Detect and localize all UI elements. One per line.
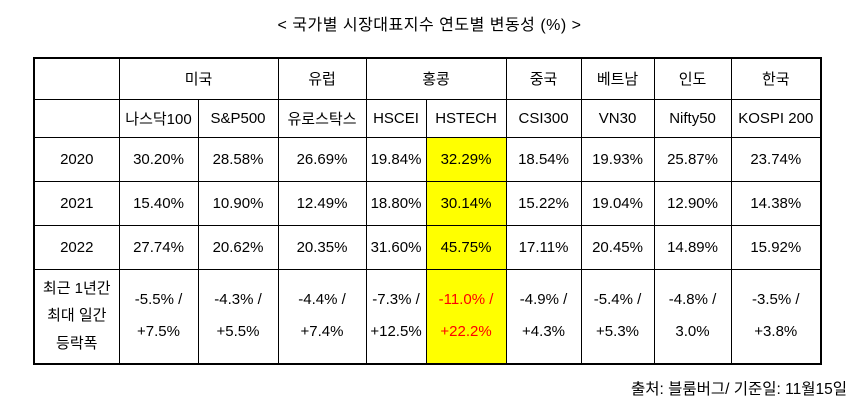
table-row: 2020 30.20% 28.58% 26.69% 19.84% 32.29% 18.54%…: [33, 136, 822, 182]
value-cell: 20.35%: [277, 224, 367, 270]
country-header-cell: 홍콩: [365, 57, 507, 100]
country-header-cell: 중국: [505, 57, 582, 100]
value-cell: 20.62%: [197, 224, 279, 270]
country-header-cell: 베트남: [580, 57, 655, 100]
value-cell: -4.4% / +7.4%: [277, 268, 367, 365]
value-cell: -4.8% / 3.0%: [653, 268, 732, 365]
index-header-cell: HSCEI: [365, 98, 427, 138]
volatility-table: 미국 유럽 홍콩 중국 베트남 인도 한국 나스닥100 S&P500 유로스탁스 HSCEI HST…: [33, 57, 823, 365]
value-cell: 18.80%: [365, 180, 427, 226]
row-label: 2022: [33, 224, 120, 270]
value-cell: 12.90%: [653, 180, 732, 226]
value-cell: 26.69%: [277, 136, 367, 182]
value-cell: 30.20%: [118, 136, 199, 182]
table-row: 2021 15.40% 10.90% 12.49% 18.80% 30.14% 15.22%…: [33, 180, 822, 226]
index-header-cell: 나스닥100: [118, 98, 199, 138]
row-label: 2020: [33, 136, 120, 182]
index-header-cell: KOSPI 200: [730, 98, 822, 138]
value-cell: 27.74%: [118, 224, 199, 270]
value-cell: -7.3% / +12.5%: [365, 268, 427, 365]
value-cell: 23.74%: [730, 136, 822, 182]
value-cell: -4.9% / +4.3%: [505, 268, 582, 365]
value-cell: 19.93%: [580, 136, 655, 182]
table-row: 최근 1년간 최대 일간 등락폭 -5.5% / +7.5% -4.3% / +5.…: [33, 268, 822, 365]
page-title: < 국가별 시장대표지수 연도별 변동성 (%) >: [277, 17, 582, 34]
value-cell: 28.58%: [197, 136, 279, 182]
value-cell: 20.45%: [580, 224, 655, 270]
value-cell: 45.75%: [425, 224, 507, 270]
country-header-cell: 한국: [730, 57, 822, 100]
source-note: 출처: 블룸버그/ 기준일: 11월15일: [630, 381, 847, 398]
value-cell: 17.11%: [505, 224, 582, 270]
index-header-row: 나스닥100 S&P500 유로스탁스 HSCEI HSTECH CSI300 VN30 Ni…: [33, 98, 822, 138]
value-cell: 19.84%: [365, 136, 427, 182]
value-cell: 12.49%: [277, 180, 367, 226]
value-cell: 32.29%: [425, 136, 507, 182]
value-cell: 31.60%: [365, 224, 427, 270]
value-cell: -5.5% / +7.5%: [118, 268, 199, 365]
index-header-cell: Nifty50: [653, 98, 732, 138]
value-cell: 25.87%: [653, 136, 732, 182]
country-header-row: 미국 유럽 홍콩 중국 베트남 인도 한국: [33, 57, 822, 100]
value-cell: -11.0% / +22.2%: [425, 268, 507, 365]
value-cell: 15.22%: [505, 180, 582, 226]
value-cell: -4.3% / +5.5%: [197, 268, 279, 365]
country-header-cell: 유럽: [277, 57, 367, 100]
corner-cell: [33, 98, 120, 138]
country-header-cell: 인도: [653, 57, 732, 100]
value-cell: 15.92%: [730, 224, 822, 270]
volatility-table-container: 미국 유럽 홍콩 중국 베트남 인도 한국 나스닥100 S&P500 유로스탁스 HSCEI HST…: [33, 57, 823, 365]
value-cell: -3.5% / +3.8%: [730, 268, 822, 365]
corner-cell: [33, 57, 120, 100]
table-row: 2022 27.74% 20.62% 20.35% 31.60% 45.75% 17.11%…: [33, 224, 822, 270]
index-header-cell: S&P500: [197, 98, 279, 138]
table-body: 미국 유럽 홍콩 중국 베트남 인도 한국 나스닥100 S&P500 유로스탁스 HSCEI HST…: [33, 57, 822, 365]
value-cell: 18.54%: [505, 136, 582, 182]
value-cell: 19.04%: [580, 180, 655, 226]
value-cell: 14.89%: [653, 224, 732, 270]
index-header-cell: HSTECH: [425, 98, 507, 138]
value-cell: -5.4% / +5.3%: [580, 268, 655, 365]
row-label: 최근 1년간 최대 일간 등락폭: [33, 268, 120, 365]
value-cell: 14.38%: [730, 180, 822, 226]
country-header-cell: 미국: [118, 57, 279, 100]
index-header-cell: 유로스탁스: [277, 98, 367, 138]
row-label: 2021: [33, 180, 120, 226]
index-header-cell: VN30: [580, 98, 655, 138]
index-header-cell: CSI300: [505, 98, 582, 138]
value-cell: 30.14%: [425, 180, 507, 226]
value-cell: 10.90%: [197, 180, 279, 226]
value-cell: 15.40%: [118, 180, 199, 226]
